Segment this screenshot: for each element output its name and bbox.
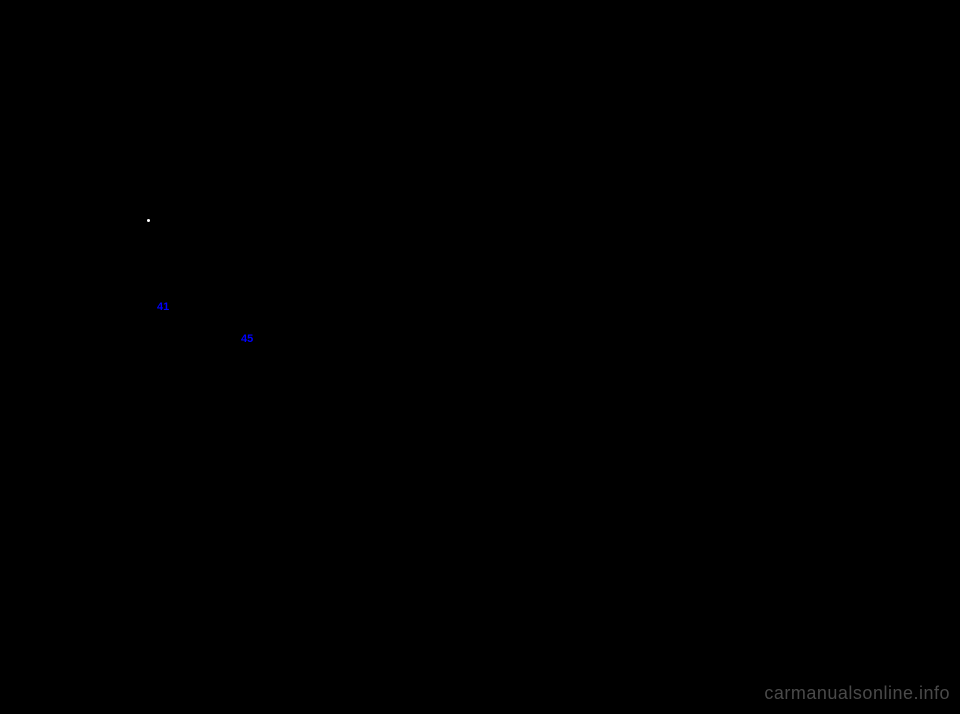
watermark-text: carmanualsonline.info	[764, 683, 950, 704]
page-link-45[interactable]: 45	[241, 333, 253, 345]
decorative-dot	[147, 219, 150, 222]
page-link-41[interactable]: 41	[157, 301, 169, 313]
